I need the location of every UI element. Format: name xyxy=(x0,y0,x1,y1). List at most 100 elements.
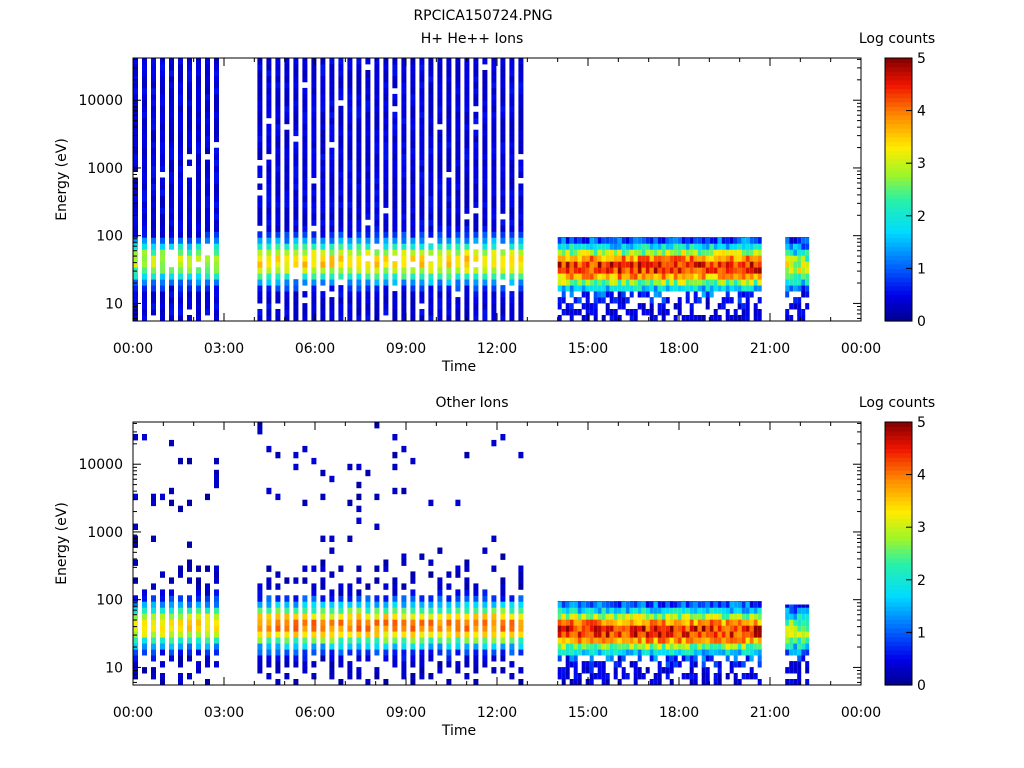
spectrogram-cell xyxy=(266,171,272,178)
spectrogram-cell xyxy=(257,285,263,292)
spectrogram-cell xyxy=(455,153,461,160)
spectrogram-cell xyxy=(641,673,646,680)
spectrogram-cell xyxy=(374,607,380,614)
spectrogram-cell xyxy=(142,189,147,196)
spectrogram-cell xyxy=(593,619,598,626)
spectrogram-cell xyxy=(565,285,570,292)
spectrogram-cell xyxy=(705,267,710,274)
colorbar-segment xyxy=(885,522,912,528)
spectrogram-cell xyxy=(214,213,219,220)
spectrogram-cell xyxy=(347,261,353,268)
spectrogram-cell xyxy=(169,171,174,178)
spectrogram-cell xyxy=(446,105,452,113)
spectrogram-cell xyxy=(509,661,515,668)
spectrogram-cell xyxy=(196,129,201,137)
spectrogram-cell xyxy=(311,123,317,131)
spectrogram-cell xyxy=(701,273,706,280)
spectrogram-cell xyxy=(151,619,156,626)
spectrogram-cell xyxy=(311,207,317,214)
spectrogram-cell xyxy=(311,64,317,71)
y-tick-label: 10 xyxy=(105,660,123,676)
spectrogram-cell xyxy=(482,315,488,322)
spectrogram-cell xyxy=(697,613,702,620)
spectrogram-cell xyxy=(133,147,138,155)
spectrogram-cell xyxy=(374,249,380,256)
spectrogram-cell xyxy=(169,81,174,89)
spectrogram-cell xyxy=(187,673,192,680)
spectrogram-cell xyxy=(160,267,165,274)
spectrogram-cell xyxy=(749,273,754,280)
spectrogram-cell xyxy=(311,643,317,650)
spectrogram-cell xyxy=(133,105,138,113)
spectrogram-cell xyxy=(311,315,317,322)
spectrogram-cell xyxy=(401,99,407,107)
spectrogram-cell xyxy=(320,87,326,95)
colorbar-segment xyxy=(885,171,912,177)
spectrogram-cell xyxy=(482,219,488,226)
spectrogram-cell xyxy=(178,279,183,286)
spectrogram-cell xyxy=(446,177,452,184)
spectrogram-cell xyxy=(717,625,722,632)
spectrogram-cell xyxy=(621,631,626,638)
spectrogram-cell xyxy=(753,249,758,256)
spectrogram-cell xyxy=(500,667,506,674)
spectrogram-cell xyxy=(257,309,263,316)
spectrogram-cell xyxy=(266,255,272,262)
spectrogram-cell xyxy=(785,613,790,620)
spectrogram-cell xyxy=(482,123,488,131)
colorbar-segment xyxy=(885,557,912,563)
spectrogram-cell xyxy=(617,237,622,238)
spectrogram-cell xyxy=(593,285,598,292)
spectrogram-cell xyxy=(597,667,602,674)
spectrogram-cell xyxy=(205,105,210,113)
spectrogram-cell xyxy=(455,87,461,95)
spectrogram-cell xyxy=(569,285,574,292)
spectrogram-cell xyxy=(649,285,654,292)
spectrogram-cell xyxy=(196,213,201,220)
y-tick-label: 10000 xyxy=(78,93,123,109)
spectrogram-cell xyxy=(649,315,654,322)
spectrogram-cell xyxy=(657,625,662,632)
spectrogram-cell xyxy=(275,249,281,256)
spectrogram-cell xyxy=(455,595,461,602)
spectrogram-cell xyxy=(482,105,488,113)
spectrogram-cell xyxy=(793,661,798,668)
spectrogram-cell xyxy=(733,643,738,650)
spectrogram-cell xyxy=(689,601,694,608)
spectrogram-cell xyxy=(374,147,380,155)
spectrogram-cell xyxy=(133,75,138,83)
spectrogram-cell xyxy=(629,315,634,322)
spectrogram-cell xyxy=(491,291,497,298)
spectrogram-cell xyxy=(329,309,335,316)
spectrogram-cell xyxy=(455,571,461,578)
spectrogram-cell xyxy=(151,93,156,101)
spectrogram-cell xyxy=(365,177,371,184)
spectrogram-cell xyxy=(320,153,326,160)
spectrogram-cell xyxy=(717,315,722,322)
spectrogram-cell xyxy=(205,625,210,632)
spectrogram-cell xyxy=(601,291,606,298)
spectrogram-cell xyxy=(793,249,798,256)
spectrogram-cell xyxy=(713,601,718,608)
spectrogram-cell xyxy=(797,655,802,662)
spectrogram-cell xyxy=(569,643,574,650)
spectrogram-cell xyxy=(437,225,443,232)
spectrogram-cell xyxy=(693,655,698,662)
colorbar-segment xyxy=(885,575,912,581)
spectrogram-cell xyxy=(741,661,746,668)
spectrogram-cell xyxy=(275,493,281,501)
spectrogram-cell xyxy=(509,123,515,131)
spectrogram-cell xyxy=(589,613,594,620)
spectrogram-cell xyxy=(275,451,281,459)
spectrogram-cell xyxy=(491,255,497,262)
spectrogram-cell xyxy=(482,159,488,166)
spectrogram-cell xyxy=(737,613,742,620)
spectrogram-cell xyxy=(581,285,586,292)
spectrogram-cell xyxy=(633,679,638,686)
spectrogram-cell xyxy=(805,303,810,310)
spectrogram-cell xyxy=(557,315,562,322)
spectrogram-cell xyxy=(649,637,654,644)
spectrogram-cell xyxy=(142,195,147,202)
spectrogram-cell xyxy=(617,267,622,274)
